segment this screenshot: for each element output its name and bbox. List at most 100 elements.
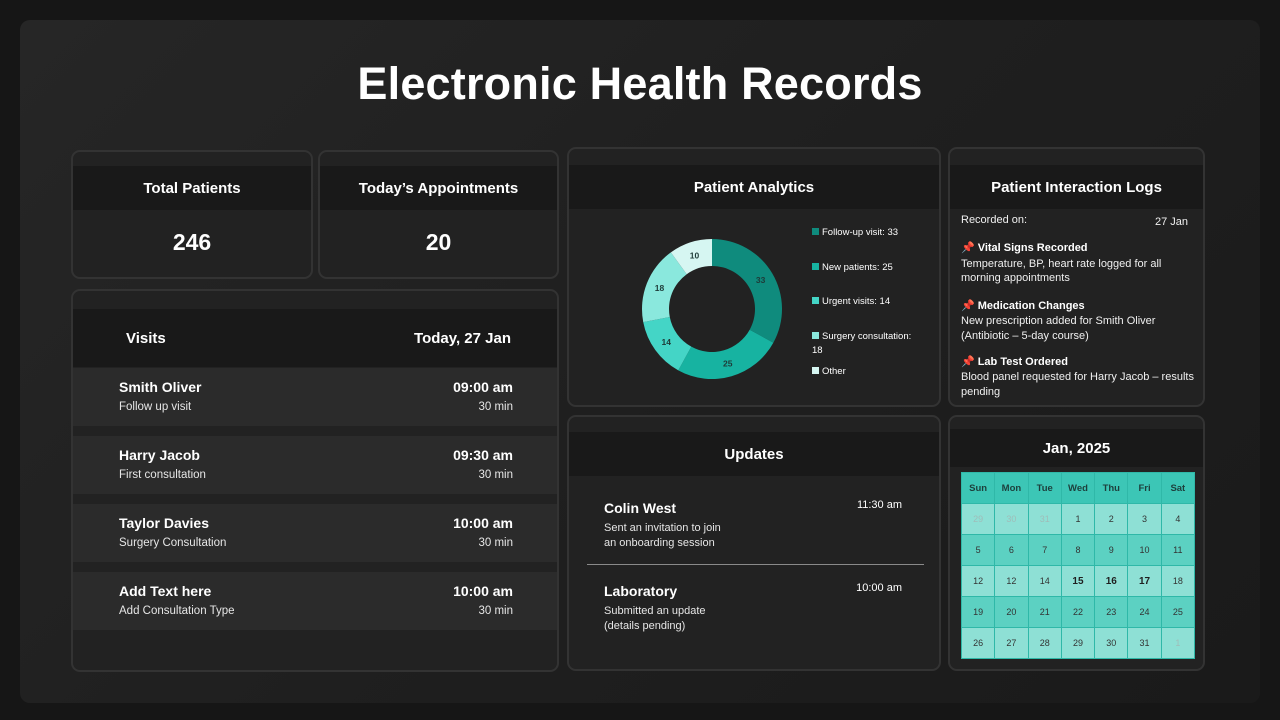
calendar-day[interactable]: 12 (995, 566, 1029, 597)
appointments-card: Today’s Appointments 20 (318, 150, 559, 279)
calendar-day[interactable]: 1 (1061, 504, 1096, 535)
visit-row[interactable]: Smith Oliver Follow up visit 09:00 am 30… (73, 368, 557, 426)
calendar-day[interactable]: 30 (1095, 628, 1129, 659)
patient-analytics-donut-chart: 33 25 14 18 10 (642, 239, 782, 379)
calendar-day[interactable]: 7 (1028, 535, 1062, 566)
calendar-day[interactable]: 14 (1028, 566, 1062, 597)
calendar-day[interactable]: 4 (1161, 504, 1195, 535)
legend-label: Other (822, 366, 846, 377)
calendar-day[interactable]: 31 (1028, 504, 1062, 535)
calendar-day-header: Wed (1061, 473, 1096, 504)
visit-row[interactable]: Taylor Davies Surgery Consultation 10:00… (73, 504, 557, 562)
calendar-card: Jan, 2025 Sun Mon Tue Wed Thu Fri Sat 29 30 31 1 2 3… (948, 415, 1205, 671)
donut-slice (678, 329, 774, 379)
updates-divider (587, 564, 924, 565)
legend-swatch (812, 297, 819, 304)
calendar-day[interactable]: 28 (1028, 628, 1062, 659)
calendar-day[interactable]: 1 (1161, 628, 1195, 659)
visits-title: Visits (126, 329, 166, 347)
calendar-day[interactable]: 16 (1095, 566, 1129, 597)
calendar-day[interactable]: 12 (962, 566, 996, 597)
logs-title: Patient Interaction Logs (950, 165, 1203, 209)
log-entry-heading: 📌 Medication Changes (961, 300, 1085, 312)
update-name: Laboratory (604, 583, 678, 599)
legend-swatch (812, 332, 819, 339)
visit-row[interactable]: Harry Jacob First consultation 09:30 am … (73, 436, 557, 494)
total-patients-label: Total Patients (73, 166, 311, 210)
update-name: Colin West (604, 500, 677, 516)
visit-type: Add Consultation Type (119, 605, 235, 617)
visit-duration: 30 min (478, 401, 513, 413)
calendar-day[interactable]: 8 (1061, 535, 1096, 566)
calendar-day[interactable]: 29 (962, 504, 996, 535)
visit-patient-name: Smith Oliver (119, 379, 202, 395)
visit-type: Surgery Consultation (119, 537, 227, 549)
visits-header: Visits Today, 27 Jan (73, 309, 557, 367)
calendar-day[interactable]: 29 (1061, 628, 1096, 659)
calendar-day[interactable]: 19 (962, 597, 996, 628)
visit-patient-name: Add Text here (119, 583, 212, 599)
visit-duration: 30 min (478, 469, 513, 481)
legend-swatch (812, 228, 819, 235)
visit-type: Follow up visit (119, 401, 192, 413)
calendar-day[interactable]: 2 (1095, 504, 1129, 535)
calendar-day-header: Tue (1028, 473, 1062, 504)
calendar-day[interactable]: 27 (995, 628, 1029, 659)
appointments-label: Today’s Appointments (320, 166, 557, 210)
legend-item: Other (812, 365, 846, 379)
calendar-day[interactable]: 26 (962, 628, 996, 659)
calendar-day[interactable]: 20 (995, 597, 1029, 628)
log-entry-text: pending (961, 386, 1001, 398)
recorded-date: 27 Jan (1155, 216, 1189, 228)
visit-row[interactable]: Add Text here Add Consultation Type 10:0… (73, 572, 557, 630)
calendar-day-header: Sun (962, 473, 996, 504)
legend-item: Urgent visits: 14 (812, 295, 890, 309)
calendar-title: Jan, 2025 (950, 429, 1203, 467)
calendar-day[interactable]: 30 (995, 504, 1029, 535)
legend-item: New patients: 25 (812, 261, 893, 275)
calendar-day[interactable]: 3 (1128, 504, 1162, 535)
calendar-day[interactable]: 6 (995, 535, 1029, 566)
log-entry-heading: 📌 Vital Signs Recorded (961, 242, 1088, 254)
log-entry-text: (Antibiotic – 5-day course) (961, 330, 1089, 342)
update-text: (details pending) (604, 620, 686, 632)
log-entry-text: morning appointments (961, 272, 1070, 284)
log-entry-text: Temperature, BP, heart rate logged for a… (961, 258, 1162, 270)
calendar-day[interactable]: 5 (962, 535, 996, 566)
donut-data-label: 10 (690, 250, 700, 260)
update-time: 11:30 am (856, 499, 902, 511)
donut-slice (643, 317, 692, 371)
visit-duration: 30 min (478, 605, 513, 617)
legend-item: Follow-up visit: 33 (812, 226, 898, 240)
calendar-day[interactable]: 22 (1061, 597, 1096, 628)
calendar-day[interactable]: 18 (1161, 566, 1195, 597)
update-text: Sent an invitation to join (604, 522, 721, 534)
visit-time: 09:00 am (453, 379, 513, 395)
legend-label: Follow-up visit: 33 (822, 227, 899, 238)
visit-time: 10:00 am (453, 515, 513, 531)
legend-label: Urgent visits: 14 (822, 296, 891, 307)
donut-data-label: 33 (756, 275, 766, 285)
calendar-day[interactable]: 17 (1128, 566, 1162, 597)
recorded-label: Recorded on: (961, 214, 1028, 226)
update-text: an onboarding session (604, 537, 715, 549)
calendar-day[interactable]: 11 (1161, 535, 1195, 566)
calendar-day[interactable]: 23 (1095, 597, 1129, 628)
donut-slice (670, 239, 712, 275)
calendar-day[interactable]: 9 (1095, 535, 1129, 566)
updates-title: Updates (569, 432, 939, 476)
calendar-day[interactable]: 15 (1061, 566, 1096, 597)
calendar-day[interactable]: 31 (1128, 628, 1162, 659)
calendar-day[interactable]: 24 (1128, 597, 1162, 628)
pin-icon: 📌 (961, 356, 975, 368)
calendar-day[interactable]: 10 (1128, 535, 1162, 566)
update-text: Submitted an update (604, 605, 706, 617)
calendar-day[interactable]: 21 (1028, 597, 1062, 628)
pin-icon: 📌 (961, 242, 975, 254)
calendar-day[interactable]: 25 (1161, 597, 1195, 628)
log-entry-text: New prescription added for Smith Oliver (961, 315, 1156, 327)
log-entry-text: Blood panel requested for Harry Jacob – … (961, 371, 1194, 383)
total-patients-card: Total Patients 246 (71, 150, 313, 279)
visit-time: 09:30 am (453, 447, 513, 463)
donut-data-label: 25 (723, 358, 733, 368)
